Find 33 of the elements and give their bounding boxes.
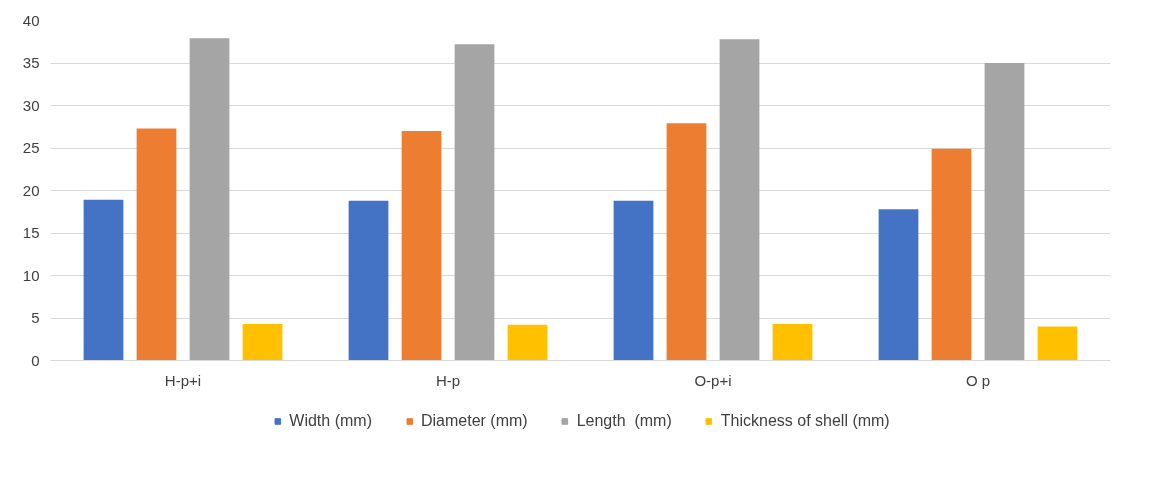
bar [454, 44, 495, 361]
bar [931, 148, 972, 361]
bar [719, 39, 760, 361]
bar [136, 128, 177, 361]
bar [772, 323, 813, 361]
bar [878, 209, 919, 361]
y-tick-label: 5 [31, 309, 40, 326]
y-tick-label: 20 [22, 181, 40, 199]
x-tick-label: H-p+i [164, 371, 202, 389]
bar [401, 131, 442, 361]
bar [613, 200, 654, 361]
bar [348, 200, 389, 361]
y-tick-label: 0 [31, 351, 40, 369]
y-tick-label: 35 [22, 54, 40, 71]
y-tick-label: 15 [22, 224, 40, 241]
bar [242, 323, 283, 361]
legend-label: Thickness of shell (mm) [720, 412, 890, 430]
x-tick-label: O-p+i [694, 371, 732, 389]
legend-label: Width (mm) [289, 412, 372, 430]
bar [507, 324, 548, 361]
y-tick-label: 25 [22, 139, 40, 156]
legend-label: Diameter (mm) [420, 412, 528, 430]
bar [189, 38, 230, 361]
bar [83, 199, 124, 361]
x-tick-label: O p [965, 371, 991, 389]
y-tick-label: 10 [22, 266, 40, 284]
bar [1037, 326, 1078, 361]
legend-label: Length (mm) [576, 412, 672, 430]
y-tick-label: 30 [22, 96, 40, 114]
x-tick-label: H-p [435, 371, 461, 389]
bar [666, 123, 707, 361]
y-tick-label: 40 [22, 11, 40, 29]
bar [984, 63, 1025, 361]
